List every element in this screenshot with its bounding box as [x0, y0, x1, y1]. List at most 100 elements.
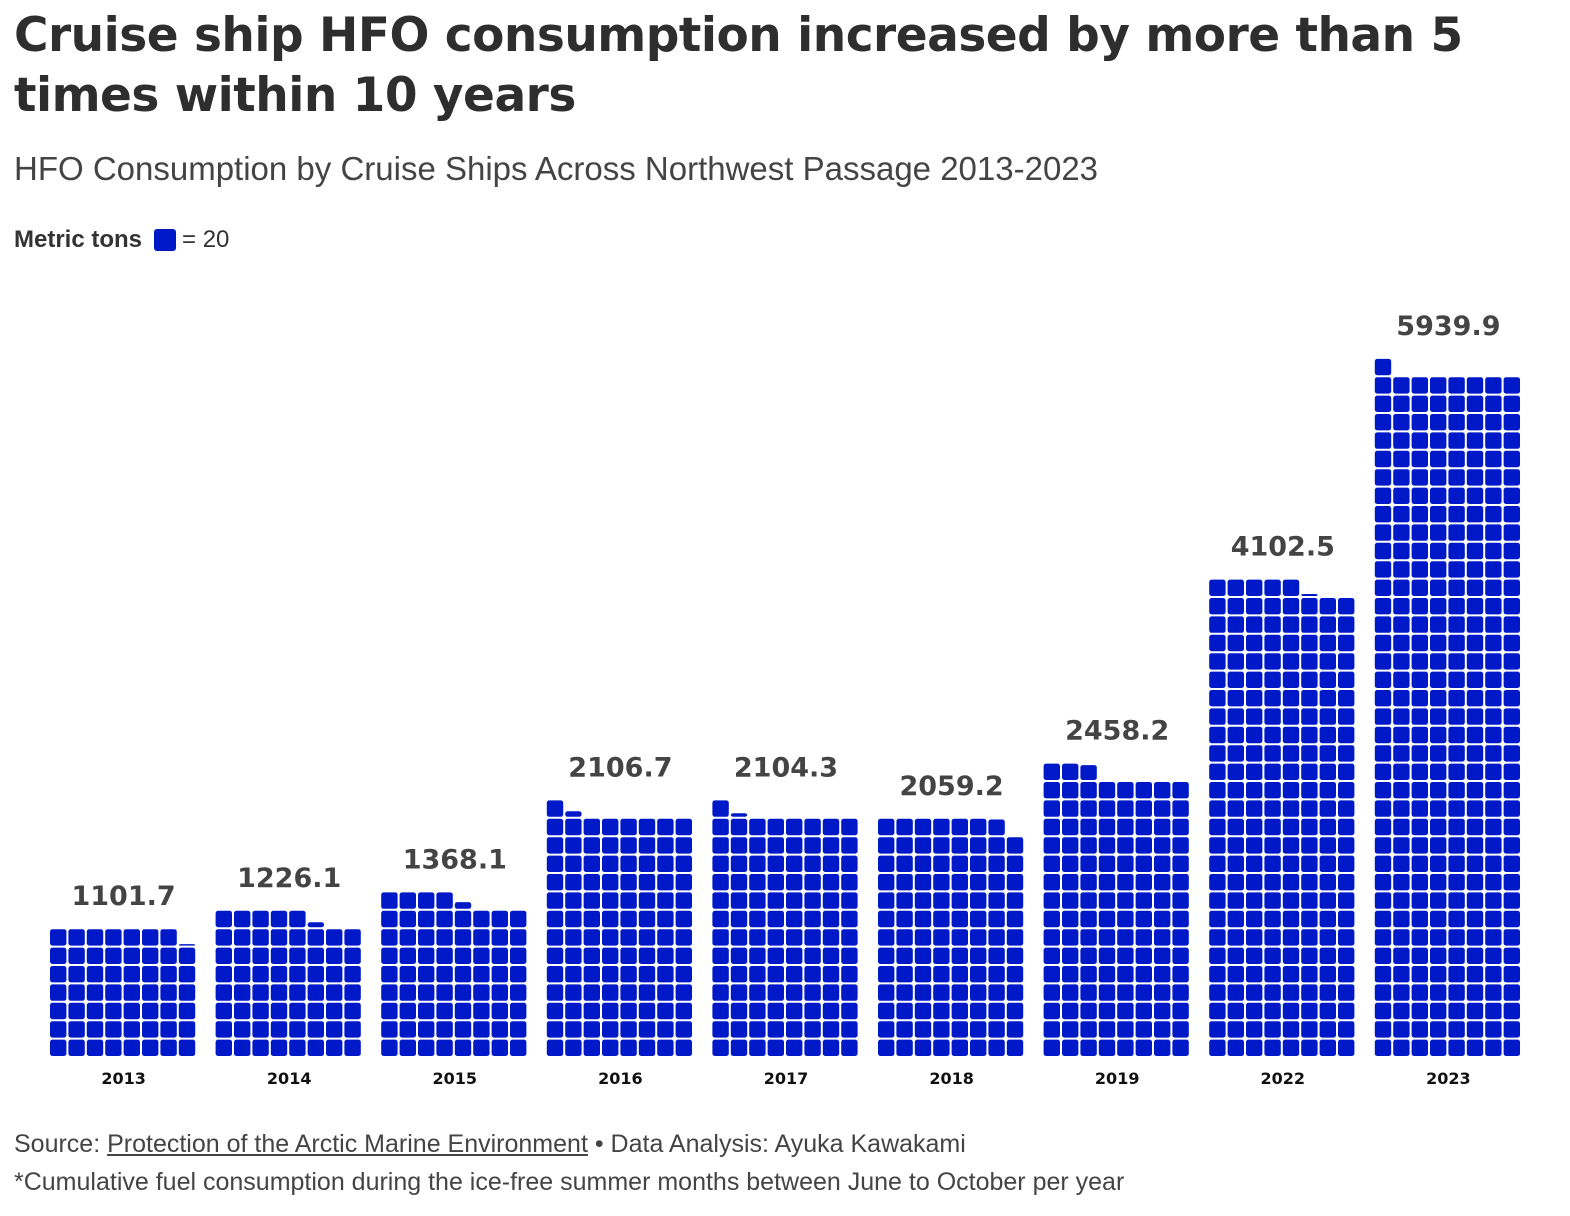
- waffle-square-2013: [123, 966, 140, 983]
- waffle-square-2015: [454, 910, 472, 928]
- waffle-square-2016: [657, 910, 674, 928]
- waffle-square-2023: [1485, 874, 1502, 891]
- waffle-square-2014: [252, 1002, 269, 1020]
- waffle-square-2019: [1098, 818, 1116, 836]
- waffle-square-2017: [749, 837, 766, 854]
- value-label: 5939.9: [1396, 311, 1500, 342]
- waffle-square-2018: [988, 1002, 1005, 1020]
- waffle-square-2013: [105, 984, 122, 1001]
- waffle-square-2016: [565, 818, 582, 836]
- waffle-square-2014: [215, 910, 232, 928]
- waffle-square-2019: [1098, 1002, 1116, 1020]
- waffle-square-2022: [1264, 910, 1281, 928]
- waffle-square-2022: [1246, 671, 1263, 688]
- waffle-square-2022: [1227, 634, 1244, 652]
- waffle-square-2019: [1043, 929, 1060, 946]
- waffle-square-2017: [822, 874, 840, 891]
- waffle-square-2023: [1466, 892, 1484, 909]
- waffle-square-2022: [1319, 671, 1336, 688]
- waffle-square-2022: [1264, 984, 1281, 1001]
- waffle-square-2023: [1466, 524, 1484, 541]
- waffle-square-2023: [1448, 818, 1465, 836]
- waffle-square-2018: [914, 1002, 932, 1020]
- waffle-square-2013: [68, 929, 85, 946]
- waffle-square-2013: [142, 1002, 159, 1020]
- waffle-square-2017: [749, 818, 766, 836]
- waffle-square-2013: [105, 1021, 122, 1038]
- value-label: 2106.7: [568, 752, 672, 783]
- waffle-square-2017: [730, 1021, 748, 1038]
- waffle-square-2019: [1080, 855, 1097, 872]
- waffle-square-2017: [804, 929, 821, 946]
- waffle-square-2023: [1411, 450, 1428, 468]
- waffle-square-2016: [620, 892, 637, 909]
- waffle-square-2015: [473, 1021, 490, 1038]
- waffle-square-2022: [1227, 1021, 1244, 1038]
- waffle-square-2023: [1448, 745, 1465, 762]
- waffle-square-2016: [657, 947, 674, 964]
- source-link[interactable]: Protection of the Arctic Marine Environm…: [107, 1130, 588, 1158]
- waffle-square-2016: [565, 855, 582, 872]
- waffle-square-2023: [1374, 837, 1392, 854]
- waffle-square-2023: [1430, 800, 1447, 817]
- waffle-square-2018: [896, 874, 913, 891]
- waffle-square-2018: [970, 874, 987, 891]
- waffle-square-2023: [1393, 818, 1410, 836]
- waffle-square-2023: [1503, 616, 1520, 633]
- waffle-square-2017: [749, 1002, 766, 1020]
- waffle-square-2017: [749, 874, 766, 891]
- waffle-square-2014: [326, 1021, 343, 1038]
- waffle-square-2019: [1135, 929, 1152, 946]
- waffle-square-2017: [822, 855, 840, 872]
- waffle-square-2014: [234, 1039, 251, 1056]
- waffle-square-2014: [289, 1002, 306, 1020]
- waffle-square-2022: [1319, 892, 1336, 909]
- waffle-square-2018: [970, 855, 987, 872]
- waffle-square-2019: [1154, 837, 1171, 854]
- waffle-square-2015: [491, 1002, 508, 1020]
- waffle-square-2014: [289, 984, 306, 1001]
- waffle-square-2017: [712, 947, 729, 964]
- waffle-square-2019: [1062, 1002, 1079, 1020]
- waffle-square-2022: [1264, 837, 1281, 854]
- waffle-square-2022: [1227, 690, 1244, 707]
- waffle-square-2022: [1301, 616, 1318, 633]
- waffle-square-2023: [1430, 929, 1447, 946]
- waffle-square-2013: [68, 947, 85, 964]
- waffle-square-2019: [1135, 782, 1152, 799]
- waffle-square-2023: [1393, 579, 1410, 596]
- waffle-square-2019: [1117, 1021, 1134, 1038]
- waffle-square-2018: [878, 892, 895, 909]
- waffle-square-2023: [1430, 634, 1447, 652]
- waffle-square-2023: [1448, 653, 1465, 670]
- waffle-square-2023: [1503, 929, 1520, 946]
- waffle-square-2017: [767, 855, 784, 872]
- waffle-square-2019: [1098, 947, 1116, 964]
- waffle-square-2016: [565, 984, 582, 1001]
- waffle-square-2022: [1319, 598, 1336, 615]
- waffle-square-2023: [1448, 671, 1465, 688]
- waffle-square-2016: [657, 1002, 674, 1020]
- waffle-square-2023: [1411, 708, 1428, 725]
- waffle-square-2023: [1393, 745, 1410, 762]
- waffle-square-2023: [1411, 745, 1428, 762]
- waffle-square-2015: [510, 947, 527, 964]
- waffle-square-2015: [473, 1039, 490, 1056]
- waffle-square-2016: [638, 892, 656, 909]
- waffle-square-2014: [215, 1039, 232, 1056]
- waffle-square-2016: [620, 929, 637, 946]
- waffle-square-2018: [1006, 837, 1024, 854]
- waffle-square-2017: [841, 874, 858, 891]
- waffle-square-2017: [712, 910, 729, 928]
- waffle-square-2022: [1209, 837, 1226, 854]
- waffle-square-2016: [583, 874, 600, 891]
- waffle-square-2023: [1393, 782, 1410, 799]
- waffle-square-2023: [1430, 414, 1447, 431]
- year-label: 2014: [267, 1069, 312, 1088]
- waffle-square-2022: [1282, 966, 1300, 983]
- waffle-square-2023: [1503, 414, 1520, 431]
- waffle-square-2019: [1062, 763, 1079, 780]
- waffle-square-2013: [105, 966, 122, 983]
- waffle-square-2015: [418, 1039, 435, 1056]
- waffle-square-2022: [1338, 1039, 1355, 1056]
